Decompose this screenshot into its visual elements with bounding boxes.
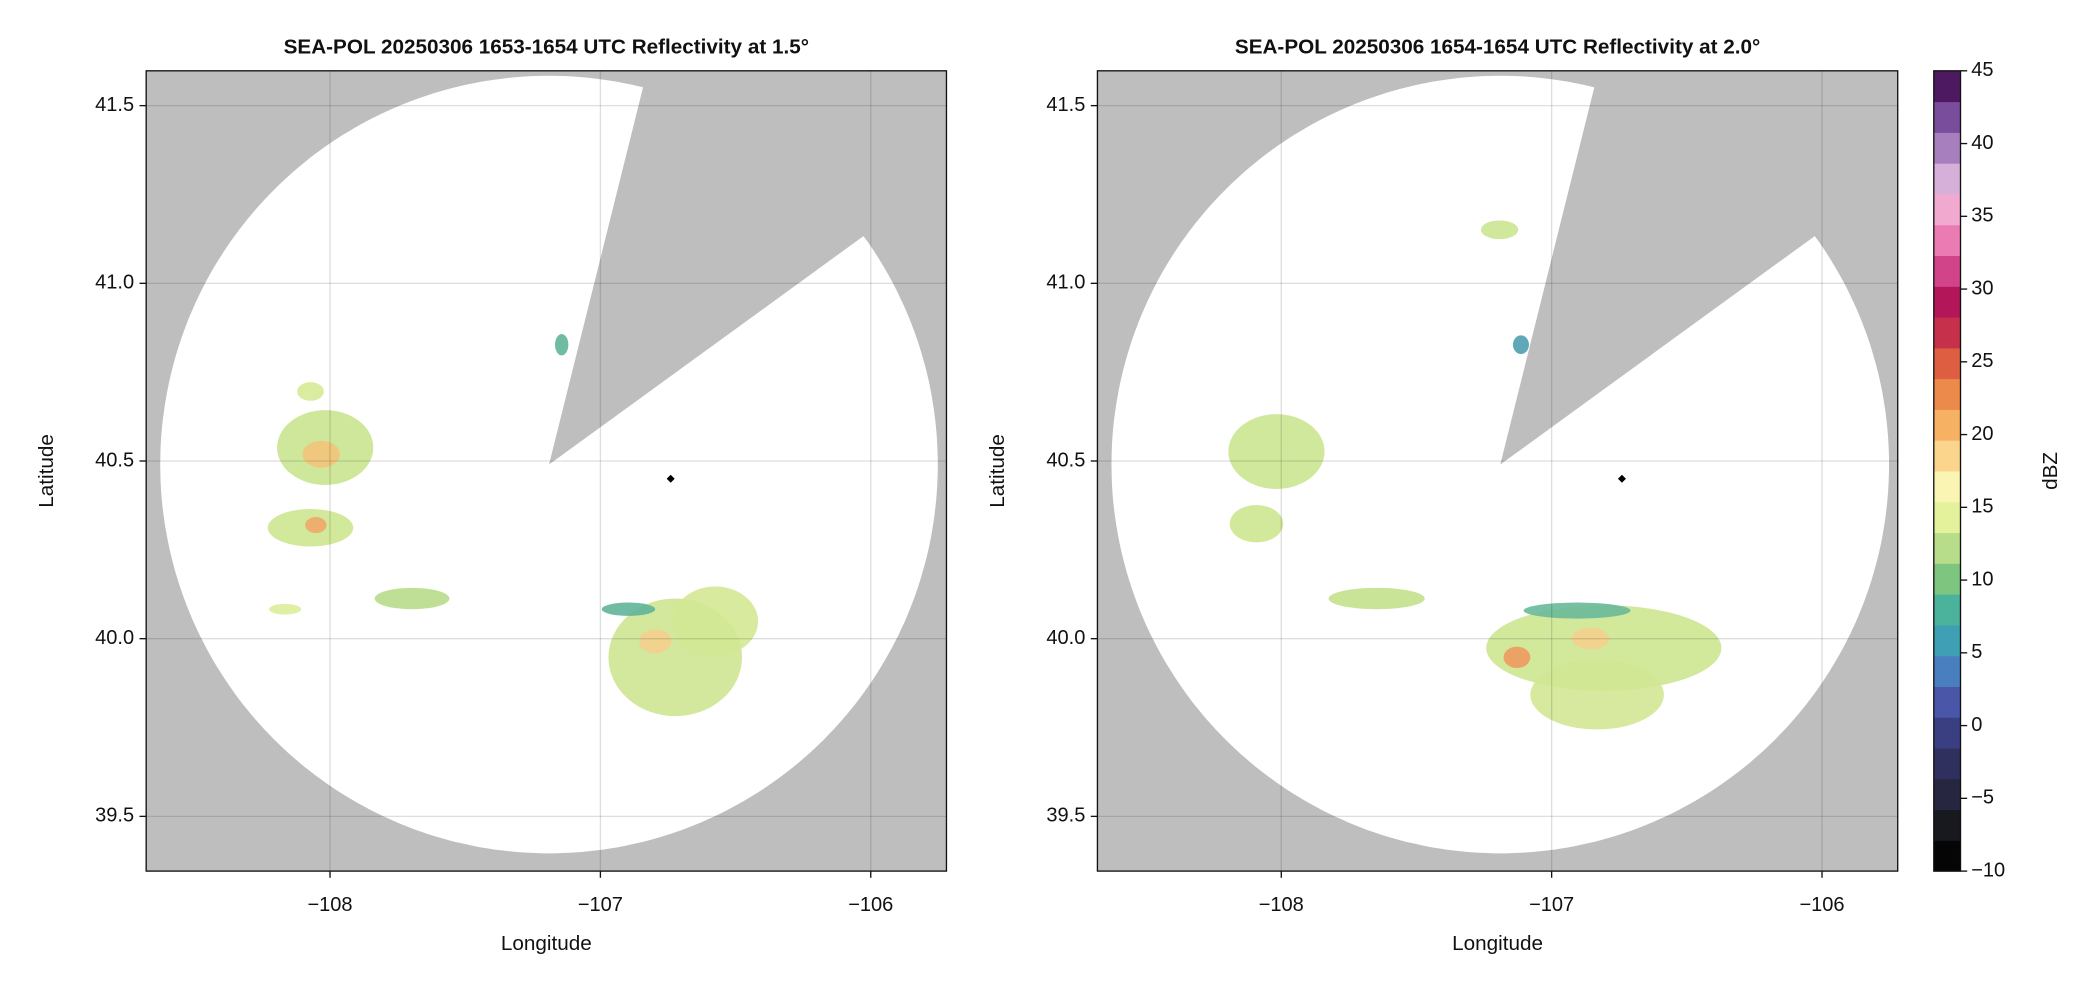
colorbar-label: dBZ <box>2039 452 2062 490</box>
echo <box>1523 602 1631 619</box>
colorbar-band <box>1933 655 1961 687</box>
echo <box>601 602 656 616</box>
x-tick-label: −107 <box>578 894 623 916</box>
colorbar-tick-label: 15 <box>1971 496 1993 518</box>
y-tick-label: 41.5 <box>95 94 134 116</box>
x-tick-label: −107 <box>1529 894 1574 916</box>
colorbar-band <box>1933 594 1961 626</box>
colorbar-band <box>1933 224 1961 257</box>
echo <box>1486 605 1722 691</box>
y-axis-label: Latitude <box>35 434 58 508</box>
echo <box>1530 660 1664 730</box>
colorbar-tick-label: 10 <box>1971 568 1993 590</box>
colorbar-band <box>1933 624 1961 657</box>
colorbar-band <box>1933 717 1961 749</box>
colorbar-tick-label: −5 <box>1971 787 1994 809</box>
echo <box>1229 505 1284 543</box>
echo <box>297 382 324 401</box>
colorbar-band <box>1933 686 1961 718</box>
colorbar-band <box>1933 193 1961 226</box>
echo <box>1512 335 1529 355</box>
colorbar-band <box>1933 778 1961 811</box>
echo <box>1503 646 1531 669</box>
colorbar-band <box>1933 563 1961 595</box>
y-tick-label: 40.0 <box>1046 627 1085 649</box>
colorbar-tick-label: 20 <box>1971 423 1993 445</box>
x-axis-label: Longitude <box>501 932 592 955</box>
colorbar-band <box>1933 101 1961 133</box>
colorbar-tick-label: 40 <box>1971 132 1993 154</box>
plot-frame <box>1096 70 1899 872</box>
y-tick-label: 39.5 <box>1046 805 1085 827</box>
echo <box>1571 627 1610 650</box>
plot-frame <box>145 70 948 872</box>
y-tick-label: 41.0 <box>1046 272 1085 294</box>
y-tick-label: 40.5 <box>1046 449 1085 471</box>
site-marker <box>666 474 675 483</box>
echo <box>1328 587 1425 610</box>
colorbar-band <box>1933 501 1961 534</box>
y-tick-label: 41.5 <box>1046 94 1085 116</box>
colorbar-tick-label: 5 <box>1971 641 1982 663</box>
colorbar-band <box>1933 840 1961 872</box>
colorbar-tick-label: 45 <box>1971 59 1993 81</box>
colorbar-tick-label: 35 <box>1971 205 1993 227</box>
colorbar-band <box>1933 440 1961 472</box>
y-tick-label: 40.5 <box>95 449 134 471</box>
colorbar-band <box>1933 255 1961 287</box>
colorbar-band <box>1933 470 1961 503</box>
echo <box>639 629 672 654</box>
y-tick-label: 39.5 <box>95 805 134 827</box>
y-axis-label: Latitude <box>986 434 1009 508</box>
panel: −108 −107 −106 39.5 40.0 40.5 41.0 41.5 SEA-POL … <box>35 36 948 955</box>
colorbar: −10 −5 0 5 10 15 20 25 30 35 40 45 dBZ <box>1933 59 2062 881</box>
echo <box>269 603 302 615</box>
colorbar-band <box>1933 747 1961 780</box>
echo-layer <box>267 334 759 717</box>
echo <box>1228 414 1325 489</box>
colorbar-band <box>1933 70 1961 103</box>
colorbar-tick-label: −10 <box>1971 859 2005 881</box>
x-tick-label: −108 <box>1259 894 1304 916</box>
echo <box>305 517 327 534</box>
colorbar-band <box>1933 809 1961 841</box>
colorbar-band <box>1933 378 1961 410</box>
echo <box>672 586 759 656</box>
colorbar-frame <box>1933 70 1962 872</box>
radar-coverage <box>160 75 938 854</box>
colorbar-band <box>1933 532 1961 564</box>
echo <box>302 440 340 468</box>
site-marker <box>1617 474 1626 483</box>
echo <box>555 334 569 356</box>
x-tick-label: −106 <box>848 894 893 916</box>
y-tick-label: 41.0 <box>95 272 134 294</box>
colorbar-band <box>1933 347 1961 380</box>
colorbar-band <box>1933 132 1961 164</box>
panel: −108 −107 −106 39.5 40.0 40.5 41.0 41.5 SEA-POL … <box>986 36 1899 955</box>
echo <box>1480 220 1519 240</box>
colorbar-tick-label: 25 <box>1971 350 1993 372</box>
colorbar-band <box>1933 163 1961 195</box>
echo-layer <box>1228 220 1722 730</box>
chart-title: SEA-POL 20250306 1653-1654 UTC Reflectiv… <box>284 36 809 59</box>
echo <box>374 587 450 610</box>
colorbar-band <box>1933 317 1961 349</box>
colorbar-tick-label: 30 <box>1971 277 1993 299</box>
x-axis-label: Longitude <box>1452 932 1543 955</box>
colorbar-band <box>1933 409 1961 441</box>
colorbar-tick-label: 0 <box>1971 714 1982 736</box>
x-tick-label: −106 <box>1799 894 1844 916</box>
chart-title: SEA-POL 20250306 1654-1654 UTC Reflectiv… <box>1235 36 1760 59</box>
colorbar-band <box>1933 286 1961 318</box>
y-tick-label: 40.0 <box>95 627 134 649</box>
x-tick-label: −108 <box>307 894 352 916</box>
